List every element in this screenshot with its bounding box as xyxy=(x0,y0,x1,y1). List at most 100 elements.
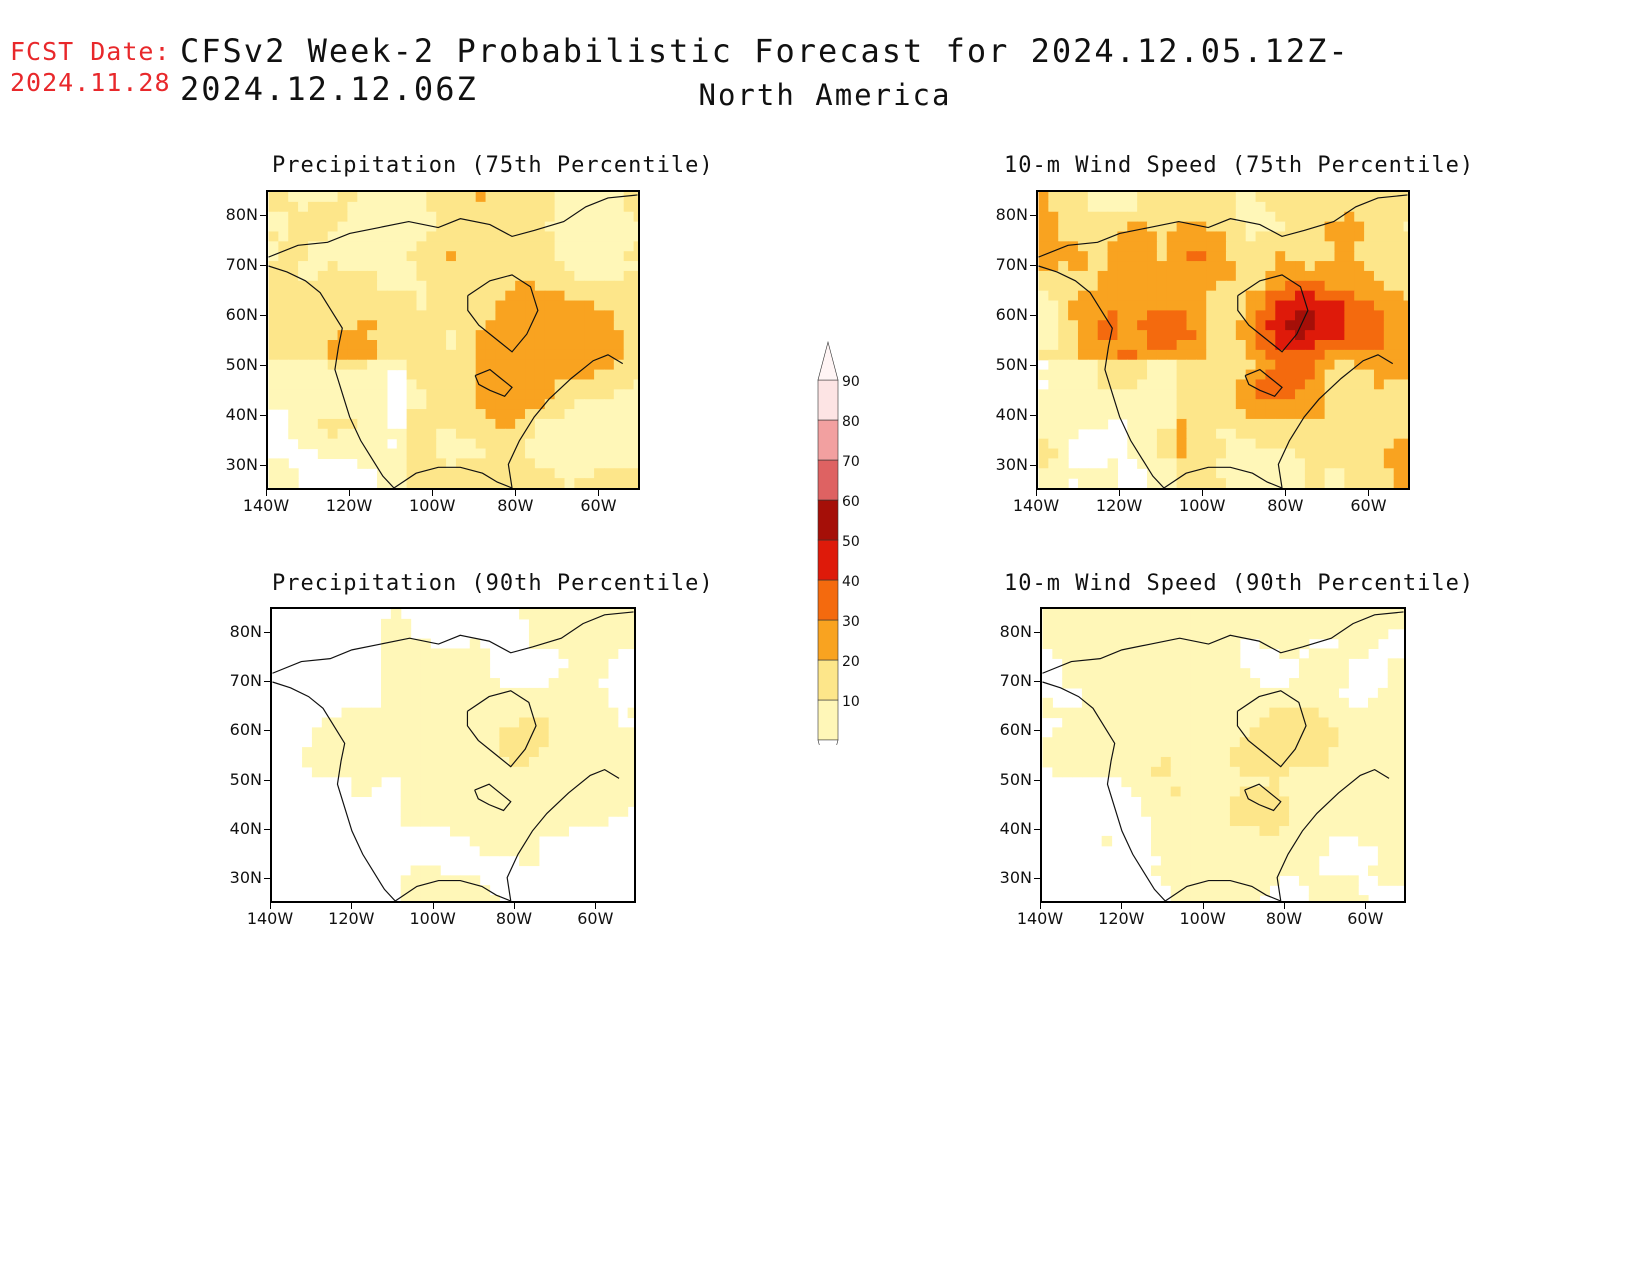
contour-cell xyxy=(406,280,418,292)
contour-cell xyxy=(371,727,382,738)
contour-cell xyxy=(548,806,560,817)
contour-cell xyxy=(1038,458,1049,469)
contour-cell xyxy=(485,290,497,302)
contour-cell xyxy=(1127,448,1138,459)
contour-cell xyxy=(1318,756,1330,768)
contour-cell xyxy=(1324,340,1336,351)
contour-cell xyxy=(426,349,437,361)
contour-cell xyxy=(1147,300,1158,311)
contour-cell xyxy=(1190,895,1201,901)
contour-cell xyxy=(1190,609,1201,620)
contour-cell xyxy=(1160,638,1172,650)
contour-cell xyxy=(268,349,279,361)
contour-cell xyxy=(1068,221,1079,233)
contour-cell xyxy=(1081,609,1093,620)
contour-cell xyxy=(564,389,575,400)
contour-cell xyxy=(1190,835,1201,847)
contour-cell xyxy=(1239,678,1251,689)
contour-cell xyxy=(1368,796,1379,807)
contour-cell xyxy=(574,270,585,282)
contour-cell xyxy=(1377,796,1389,807)
contour-cell xyxy=(1117,270,1128,282)
contour-cell xyxy=(317,330,329,341)
contour-cell xyxy=(548,747,560,758)
contour-cell xyxy=(554,359,566,371)
contour-cell xyxy=(1255,468,1267,479)
contour-cell xyxy=(317,379,329,390)
contour-cell xyxy=(528,786,540,798)
contour-cell xyxy=(278,320,289,331)
contour-cell xyxy=(268,478,279,488)
contour-cell xyxy=(1255,369,1267,381)
contour-cell xyxy=(1239,609,1251,620)
contour-cell xyxy=(1249,855,1261,867)
contour-cell xyxy=(558,648,570,659)
contour-cell xyxy=(377,270,388,282)
contour-cell xyxy=(1334,458,1345,469)
contour-cell xyxy=(1200,766,1211,778)
contour-cell xyxy=(548,756,560,768)
contour-cell xyxy=(1354,369,1365,381)
contour-cell xyxy=(1137,428,1148,440)
contour-cell xyxy=(489,717,500,728)
lat-tick xyxy=(1030,315,1036,316)
contour-cell xyxy=(1176,201,1188,213)
contour-cell xyxy=(568,697,579,709)
contour-cell xyxy=(558,766,570,778)
contour-cell xyxy=(519,697,530,709)
contour-cell xyxy=(1170,609,1182,620)
contour-cell xyxy=(1156,389,1168,400)
contour-cell xyxy=(574,409,585,420)
contour-cell xyxy=(440,727,451,738)
contour-cell xyxy=(1077,290,1089,302)
contour-cell xyxy=(1068,399,1079,410)
contour-cell xyxy=(1324,418,1336,430)
contour-cell xyxy=(578,618,589,630)
contour-cell xyxy=(578,737,589,748)
contour-cell xyxy=(371,766,382,778)
contour-cell xyxy=(505,349,516,361)
contour-cell xyxy=(1072,766,1083,778)
contour-cell xyxy=(1141,668,1152,679)
contour-cell xyxy=(1387,835,1399,847)
contour-cell xyxy=(1373,399,1385,410)
contour-cell xyxy=(1259,697,1270,709)
contour-cell xyxy=(1235,458,1247,469)
contour-cell xyxy=(1200,806,1211,817)
contour-cell xyxy=(594,458,605,469)
contour-cell xyxy=(499,816,510,827)
contour-cell xyxy=(574,241,585,252)
contour-cell xyxy=(298,201,309,213)
contour-cell xyxy=(1111,756,1122,768)
lat-label: 30N xyxy=(999,868,1032,888)
contour-cell xyxy=(436,270,447,282)
contour-cell xyxy=(1176,438,1188,450)
contour-cell xyxy=(603,320,615,331)
contour-cell xyxy=(1038,251,1049,262)
contour-cell xyxy=(578,766,589,778)
contour-cell xyxy=(1295,359,1306,371)
contour-cell xyxy=(1338,747,1349,758)
contour-cell xyxy=(588,678,599,689)
contour-cell xyxy=(1048,310,1059,321)
contour-cell xyxy=(1364,399,1375,410)
contour-cell xyxy=(525,458,536,469)
contour-cell xyxy=(1117,359,1128,371)
contour-cell xyxy=(1160,865,1172,876)
contour-cell xyxy=(1117,261,1128,272)
contour-cell xyxy=(1072,648,1083,659)
contour-cell xyxy=(390,658,402,669)
contour-cell xyxy=(1338,717,1349,728)
contour-cell xyxy=(633,320,638,331)
contour-cell xyxy=(588,658,599,669)
contour-cell xyxy=(1150,747,1162,758)
contour-cell xyxy=(1308,786,1320,798)
contour-cell xyxy=(1117,399,1128,410)
contour-cell xyxy=(337,379,349,390)
contour-cell xyxy=(1107,478,1119,488)
contour-cell xyxy=(268,192,279,203)
contour-cell xyxy=(465,399,477,410)
contour-cell xyxy=(1397,776,1404,788)
contour-cell xyxy=(1220,648,1231,659)
contour-cell xyxy=(1200,609,1211,620)
